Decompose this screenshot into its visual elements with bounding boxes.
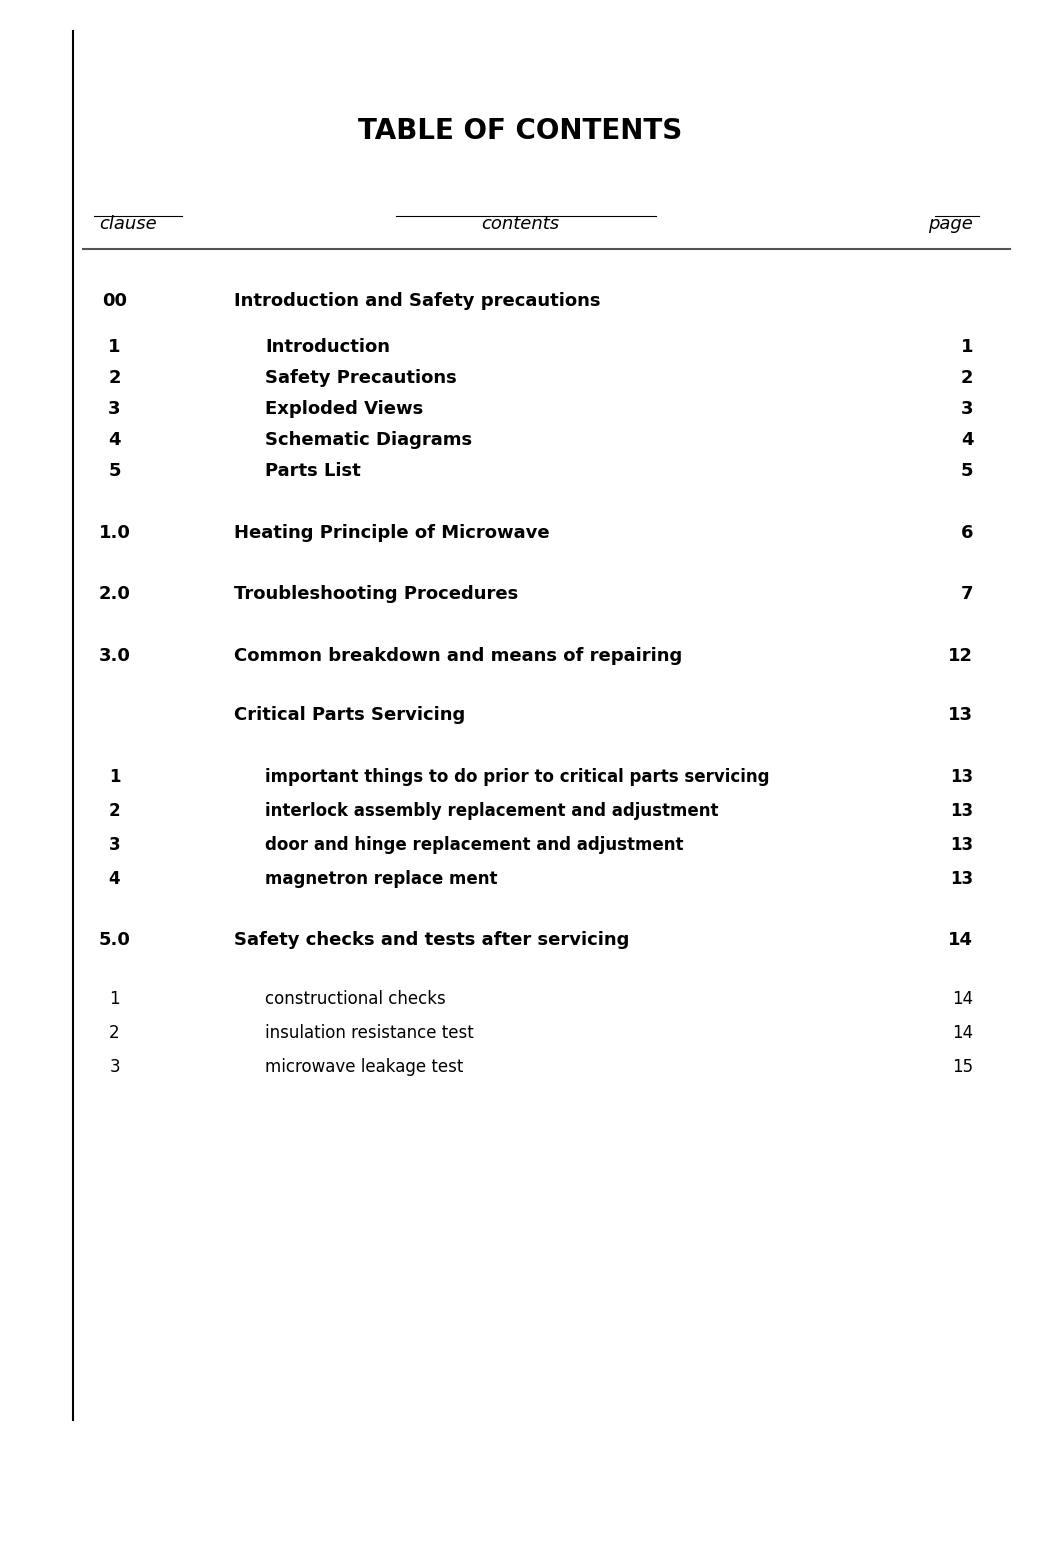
Text: 3: 3: [108, 835, 121, 854]
Text: Exploded Views: Exploded Views: [265, 400, 424, 418]
Text: 3.0: 3.0: [99, 647, 130, 665]
Text: 2: 2: [109, 1024, 120, 1042]
Text: page: page: [929, 215, 973, 233]
Text: microwave leakage test: microwave leakage test: [265, 1058, 464, 1076]
Text: 4: 4: [961, 431, 973, 449]
Text: door and hinge replacement and adjustment: door and hinge replacement and adjustmen…: [265, 835, 684, 854]
Text: Introduction and Safety precautions: Introduction and Safety precautions: [234, 292, 601, 310]
Text: 1: 1: [109, 990, 120, 1008]
Text: 2: 2: [961, 369, 973, 388]
Text: Safety Precautions: Safety Precautions: [265, 369, 457, 388]
Text: Critical Parts Servicing: Critical Parts Servicing: [234, 706, 465, 724]
Text: 13: 13: [950, 869, 973, 888]
Text: 2.0: 2.0: [99, 585, 130, 604]
Text: constructional checks: constructional checks: [265, 990, 447, 1008]
Text: 14: 14: [948, 931, 973, 950]
Text: 1: 1: [961, 338, 973, 357]
Text: 3: 3: [961, 400, 973, 418]
Text: Schematic Diagrams: Schematic Diagrams: [265, 431, 473, 449]
Text: contents: contents: [481, 215, 560, 233]
Text: 12: 12: [948, 647, 973, 665]
Text: clause: clause: [99, 215, 156, 233]
Text: Heating Principle of Microwave: Heating Principle of Microwave: [234, 523, 550, 542]
Text: 2: 2: [108, 369, 121, 388]
Text: interlock assembly replacement and adjustment: interlock assembly replacement and adjus…: [265, 801, 719, 820]
Text: 15: 15: [953, 1058, 973, 1076]
Text: Common breakdown and means of repairing: Common breakdown and means of repairing: [234, 647, 683, 665]
Text: Parts List: Parts List: [265, 462, 361, 480]
Text: Troubleshooting Procedures: Troubleshooting Procedures: [234, 585, 518, 604]
Text: 4: 4: [108, 869, 121, 888]
Text: 13: 13: [948, 706, 973, 724]
Text: magnetron replace ment: magnetron replace ment: [265, 869, 498, 888]
Text: insulation resistance test: insulation resistance test: [265, 1024, 475, 1042]
Text: 1: 1: [108, 338, 121, 357]
Text: 3: 3: [108, 400, 121, 418]
Text: 5.0: 5.0: [99, 931, 130, 950]
Text: 1.0: 1.0: [99, 523, 130, 542]
Text: 5: 5: [108, 462, 121, 480]
Text: 14: 14: [953, 1024, 973, 1042]
Text: 00: 00: [102, 292, 127, 310]
Text: 14: 14: [953, 990, 973, 1008]
Text: 5: 5: [961, 462, 973, 480]
Text: 3: 3: [109, 1058, 120, 1076]
Text: 6: 6: [961, 523, 973, 542]
Text: 13: 13: [950, 835, 973, 854]
Text: 1: 1: [108, 767, 121, 786]
Text: 2: 2: [108, 801, 121, 820]
Text: 7: 7: [961, 585, 973, 604]
Text: Introduction: Introduction: [265, 338, 390, 357]
Text: 13: 13: [950, 801, 973, 820]
Text: 4: 4: [108, 431, 121, 449]
Text: Safety checks and tests after servicing: Safety checks and tests after servicing: [234, 931, 630, 950]
Text: 13: 13: [950, 767, 973, 786]
Text: important things to do prior to critical parts servicing: important things to do prior to critical…: [265, 767, 770, 786]
Text: TABLE OF CONTENTS: TABLE OF CONTENTS: [358, 117, 683, 145]
